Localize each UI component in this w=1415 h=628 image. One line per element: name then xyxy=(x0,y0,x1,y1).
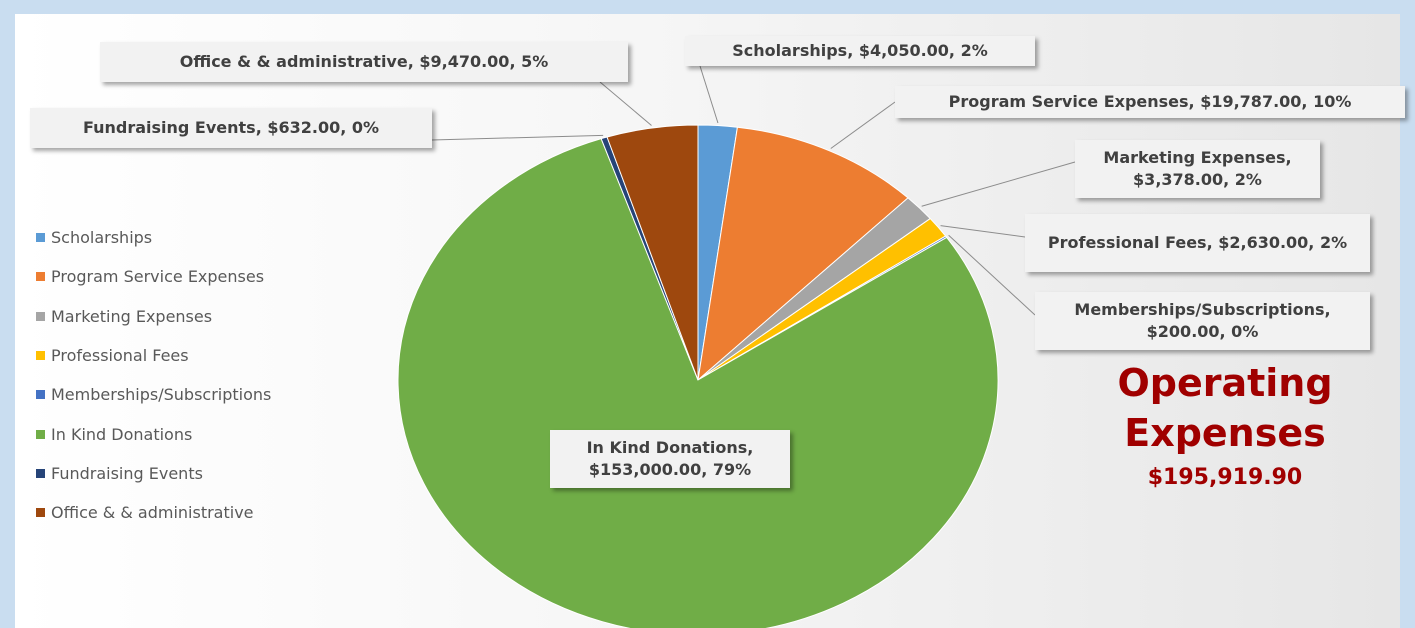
leader-line xyxy=(940,225,1026,238)
legend-item: Marketing Expenses xyxy=(36,307,212,326)
legend-label: Fundraising Events xyxy=(51,463,203,483)
legend-swatch xyxy=(36,429,45,439)
data-label: Memberships/Subscriptions, $200.00, 0% xyxy=(1035,292,1370,350)
leader-line xyxy=(830,101,896,149)
data-label: Scholarships, $4,050.00, 2% xyxy=(685,36,1035,66)
legend-swatch xyxy=(36,233,45,242)
legend-label: Program Service Expenses xyxy=(51,267,265,287)
legend-swatch xyxy=(36,350,45,360)
data-label: Program Service Expenses, $19,787.00, 10… xyxy=(895,86,1405,118)
legend-item: Professional Fees xyxy=(36,346,189,365)
leader-line xyxy=(948,234,1036,316)
legend-item: Program Service Expenses xyxy=(36,267,264,286)
leader-line xyxy=(431,134,604,141)
legend-label: Scholarships xyxy=(51,228,153,247)
leader-line xyxy=(921,161,1076,207)
legend-item: Memberships/Subscriptions xyxy=(36,385,271,404)
legend-swatch xyxy=(36,390,45,400)
chart-title: Operating Expenses xyxy=(1117,361,1333,455)
legend-swatch xyxy=(36,272,45,282)
legend-label: Memberships/Subscriptions xyxy=(51,385,272,405)
data-label: Professional Fees, $2,630.00, 2% xyxy=(1025,214,1370,272)
legend-item: In Kind Donations xyxy=(36,425,192,444)
chart-subtitle: $195,919.90 xyxy=(1147,465,1303,490)
legend-swatch xyxy=(36,311,45,321)
leader-line xyxy=(699,65,719,124)
legend-label: Office & & administrative xyxy=(51,503,254,523)
data-label: Marketing Expenses, $3,378.00, 2% xyxy=(1075,140,1320,198)
legend-item: Fundraising Events xyxy=(36,464,203,483)
legend-label: In Kind Donations xyxy=(51,424,193,444)
data-label: Fundraising Events, $632.00, 0% xyxy=(30,108,432,148)
pie-slice xyxy=(397,138,999,628)
legend-label: Professional Fees xyxy=(51,345,189,365)
legend-label: Marketing Expenses xyxy=(51,306,213,326)
legend-item: Office & & administrative xyxy=(36,503,254,522)
data-label: In Kind Donations, $153,000.00, 79% xyxy=(550,430,790,488)
pie-slice xyxy=(606,124,699,381)
legend-item: Scholarships xyxy=(36,228,152,247)
legend-swatch xyxy=(36,468,45,478)
leader-line xyxy=(599,81,652,126)
data-label: Office & & administrative, $9,470.00, 5% xyxy=(100,42,628,82)
legend-swatch xyxy=(36,508,45,518)
pie-slice xyxy=(697,126,909,382)
